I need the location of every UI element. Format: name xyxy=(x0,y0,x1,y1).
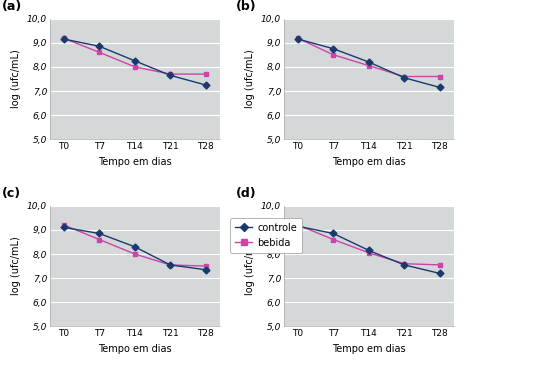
Legend: controle, bebida: controle, bebida xyxy=(230,218,302,253)
X-axis label: Tempo em dias: Tempo em dias xyxy=(332,157,406,167)
X-axis label: Tempo em dias: Tempo em dias xyxy=(98,344,172,354)
Y-axis label: log (ufc/mL): log (ufc/mL) xyxy=(12,237,22,295)
X-axis label: Tempo em dias: Tempo em dias xyxy=(332,344,406,354)
Text: (d): (d) xyxy=(237,187,257,200)
Y-axis label: log (ufc/mL): log (ufc/mL) xyxy=(12,50,22,108)
Y-axis label: log (ufc/mL): log (ufc/mL) xyxy=(245,50,255,108)
Text: (a): (a) xyxy=(2,0,23,13)
Text: (b): (b) xyxy=(237,0,257,13)
Y-axis label: log (ufc/mL): log (ufc/mL) xyxy=(245,237,255,295)
Text: (c): (c) xyxy=(2,187,22,200)
X-axis label: Tempo em dias: Tempo em dias xyxy=(98,157,172,167)
